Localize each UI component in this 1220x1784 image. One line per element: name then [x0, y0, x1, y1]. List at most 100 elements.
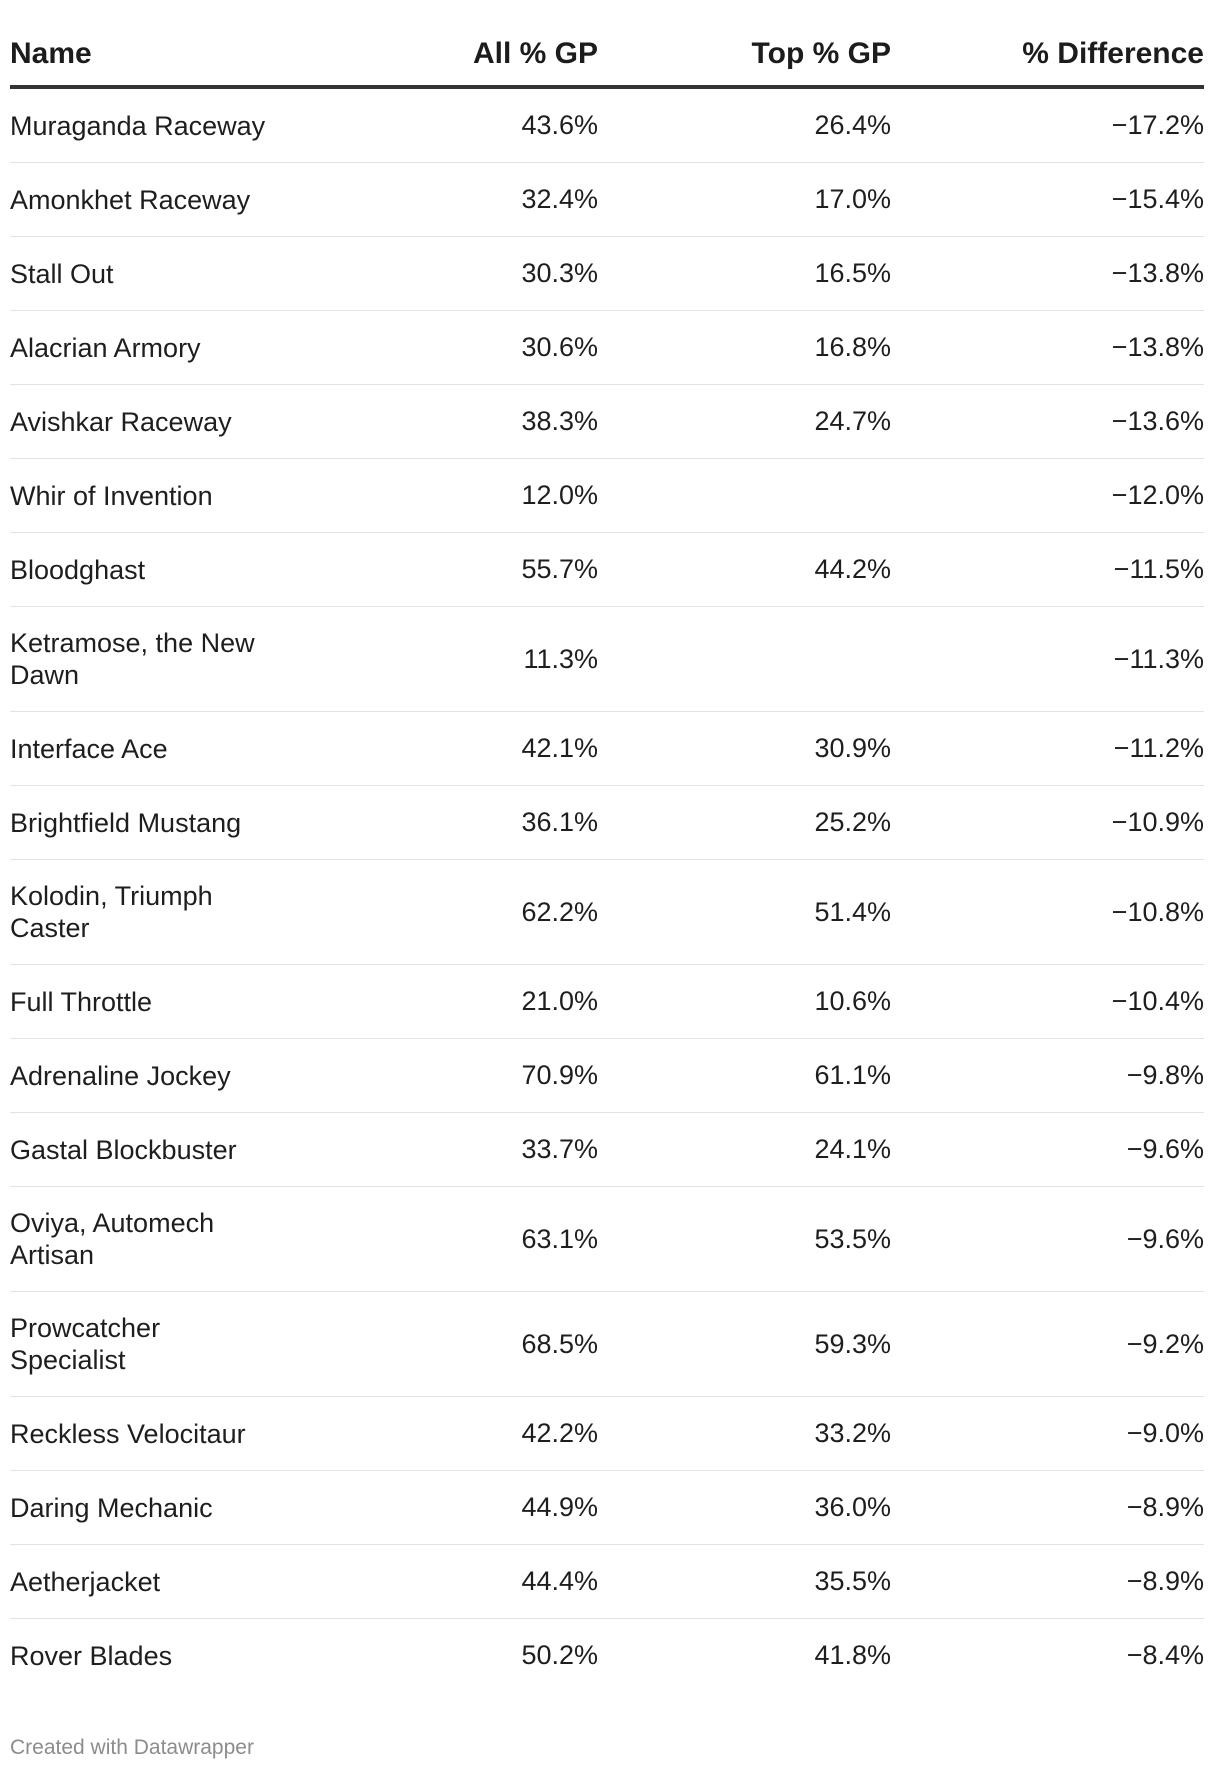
- cell-all-gp: 63.1%: [300, 1186, 598, 1292]
- table-row: Kolodin, Triumph Caster 62.2% 51.4% −10.8%: [10, 859, 1204, 965]
- data-table: Name All % GP Top % GP % Difference Mura…: [10, 22, 1204, 1692]
- cell-name: Brightfield Mustang: [10, 785, 300, 860]
- cell-name: Reckless Velocitaur: [10, 1396, 300, 1471]
- table-row: Interface Ace 42.1% 30.9% −11.2%: [10, 711, 1204, 786]
- cell-name: Aetherjacket: [10, 1544, 300, 1619]
- cell-name: Ketramose, the New Dawn: [10, 606, 300, 712]
- cell-name: Stall Out: [10, 236, 300, 311]
- column-header-name[interactable]: Name: [10, 22, 300, 89]
- cell-top-gp: 36.0%: [598, 1470, 891, 1545]
- cell-difference: −9.2%: [891, 1291, 1204, 1397]
- table-row: Oviya, Automech Artisan 63.1% 53.5% −9.6%: [10, 1186, 1204, 1292]
- data-table-container: Name All % GP Top % GP % Difference Mura…: [10, 22, 1204, 1692]
- cell-all-gp: 38.3%: [300, 384, 598, 459]
- cell-name: Muraganda Raceway: [10, 87, 300, 163]
- cell-difference: −10.8%: [891, 859, 1204, 965]
- table-row: Avishkar Raceway 38.3% 24.7% −13.6%: [10, 384, 1204, 459]
- cell-top-gp: 59.3%: [598, 1291, 891, 1397]
- cell-top-gp: 17.0%: [598, 162, 891, 237]
- cell-difference: −12.0%: [891, 458, 1204, 533]
- cell-top-gp: 61.1%: [598, 1038, 891, 1113]
- column-header-difference[interactable]: % Difference: [891, 22, 1204, 89]
- cell-all-gp: 42.2%: [300, 1396, 598, 1471]
- cell-difference: −8.9%: [891, 1544, 1204, 1619]
- table-row: Full Throttle 21.0% 10.6% −10.4%: [10, 964, 1204, 1039]
- cell-all-gp: 30.6%: [300, 310, 598, 385]
- cell-difference: −9.6%: [891, 1186, 1204, 1292]
- cell-top-gp: 51.4%: [598, 859, 891, 965]
- cell-name: Adrenaline Jockey: [10, 1038, 300, 1113]
- cell-all-gp: 33.7%: [300, 1112, 598, 1187]
- cell-all-gp: 44.4%: [300, 1544, 598, 1619]
- cell-all-gp: 42.1%: [300, 711, 598, 786]
- header-row: Name All % GP Top % GP % Difference: [10, 22, 1204, 89]
- cell-all-gp: 62.2%: [300, 859, 598, 965]
- table-row: Daring Mechanic 44.9% 36.0% −8.9%: [10, 1470, 1204, 1545]
- cell-difference: −9.0%: [891, 1396, 1204, 1471]
- table-row: Gastal Blockbuster 33.7% 24.1% −9.6%: [10, 1112, 1204, 1187]
- cell-all-gp: 36.1%: [300, 785, 598, 860]
- cell-name: Rover Blades: [10, 1640, 173, 1671]
- table-header: Name All % GP Top % GP % Difference: [10, 22, 1204, 89]
- cell-top-gp: [598, 458, 891, 533]
- cell-all-gp: 30.3%: [300, 236, 598, 311]
- cell-all-gp: 43.6%: [300, 87, 598, 163]
- cell-difference: −11.3%: [891, 606, 1204, 712]
- cell-name: Prowcatcher Specialist: [10, 1291, 300, 1397]
- cell-name: Full Throttle: [10, 964, 300, 1039]
- cell-difference: −15.4%: [891, 162, 1204, 237]
- cell-name: Interface Ace: [10, 711, 300, 786]
- cell-difference: −13.6%: [891, 384, 1204, 459]
- table-row: Whir of Invention 12.0% −12.0%: [10, 458, 1204, 533]
- table-row: Amonkhet Raceway 32.4% 17.0% −15.4%: [10, 162, 1204, 237]
- cell-top-gp: 35.5%: [598, 1544, 891, 1619]
- cell-all-gp: 50.2%: [521, 1640, 598, 1670]
- cell-all-gp: 32.4%: [300, 162, 598, 237]
- cell-difference: −10.4%: [891, 964, 1204, 1039]
- cell-difference: −17.2%: [891, 87, 1204, 163]
- cell-difference: −9.6%: [891, 1112, 1204, 1187]
- table-row: Brightfield Mustang 36.1% 25.2% −10.9%: [10, 785, 1204, 860]
- cell-top-gp: 24.1%: [598, 1112, 891, 1187]
- cell-name: Avishkar Raceway: [10, 384, 300, 459]
- cell-name: Bloodghast: [10, 532, 300, 607]
- table-row: Reckless Velocitaur 42.2% 33.2% −9.0%: [10, 1396, 1204, 1471]
- table-row: Bloodghast 55.7% 44.2% −11.5%: [10, 532, 1204, 607]
- cell-difference: −11.5%: [891, 532, 1204, 607]
- cell-top-gp: 30.9%: [598, 711, 891, 786]
- table-row: Aetherjacket 44.4% 35.5% −8.9%: [10, 1544, 1204, 1619]
- table-row: Prowcatcher Specialist 68.5% 59.3% −9.2%: [10, 1291, 1204, 1397]
- cell-top-gp: 10.6%: [598, 964, 891, 1039]
- table-row: Ketramose, the New Dawn 11.3% −11.3%: [10, 606, 1204, 712]
- table-row: Muraganda Raceway 43.6% 26.4% −17.2%: [10, 87, 1204, 163]
- cell-difference: −13.8%: [891, 310, 1204, 385]
- cell-name: Whir of Invention: [10, 458, 300, 533]
- footer-credit[interactable]: Created with Datawrapper: [10, 1736, 254, 1759]
- cell-all-gp: 44.9%: [300, 1470, 598, 1545]
- column-header-top-gp[interactable]: Top % GP: [598, 22, 891, 89]
- cell-top-gp: 24.7%: [598, 384, 891, 459]
- cell-all-gp: 68.5%: [300, 1291, 598, 1397]
- cell-name: Amonkhet Raceway: [10, 162, 300, 237]
- cell-difference: −13.8%: [891, 236, 1204, 311]
- cell-name: Oviya, Automech Artisan: [10, 1186, 300, 1292]
- table-body: Muraganda Raceway 43.6% 26.4% −17.2% Amonkhe…: [10, 87, 1204, 1692]
- table-row: Stall Out 30.3% 16.5% −13.8%: [10, 236, 1204, 311]
- cell-top-gp: 44.2%: [598, 532, 891, 607]
- cell-top-gp: 26.4%: [598, 87, 891, 163]
- cell-all-gp: 11.3%: [300, 606, 598, 712]
- cell-top-gp: 25.2%: [598, 785, 891, 860]
- cell-top-gp: 16.5%: [598, 236, 891, 311]
- cell-all-gp: 12.0%: [300, 458, 598, 533]
- cell-all-gp: 21.0%: [300, 964, 598, 1039]
- table-row: Alacrian Armory 30.6% 16.8% −13.8%: [10, 310, 1204, 385]
- cell-difference: −10.9%: [891, 785, 1204, 860]
- cell-difference: −8.4%: [1126, 1640, 1204, 1670]
- cell-name: Kolodin, Triumph Caster: [10, 859, 300, 965]
- cell-name: Alacrian Armory: [10, 310, 300, 385]
- cell-top-gp: 53.5%: [598, 1186, 891, 1292]
- table-row: Adrenaline Jockey 70.9% 61.1% −9.8%: [10, 1038, 1204, 1113]
- column-header-all-gp[interactable]: All % GP: [300, 22, 598, 89]
- cell-top-gp: 41.8%: [814, 1640, 891, 1670]
- cell-all-gp: 55.7%: [300, 532, 598, 607]
